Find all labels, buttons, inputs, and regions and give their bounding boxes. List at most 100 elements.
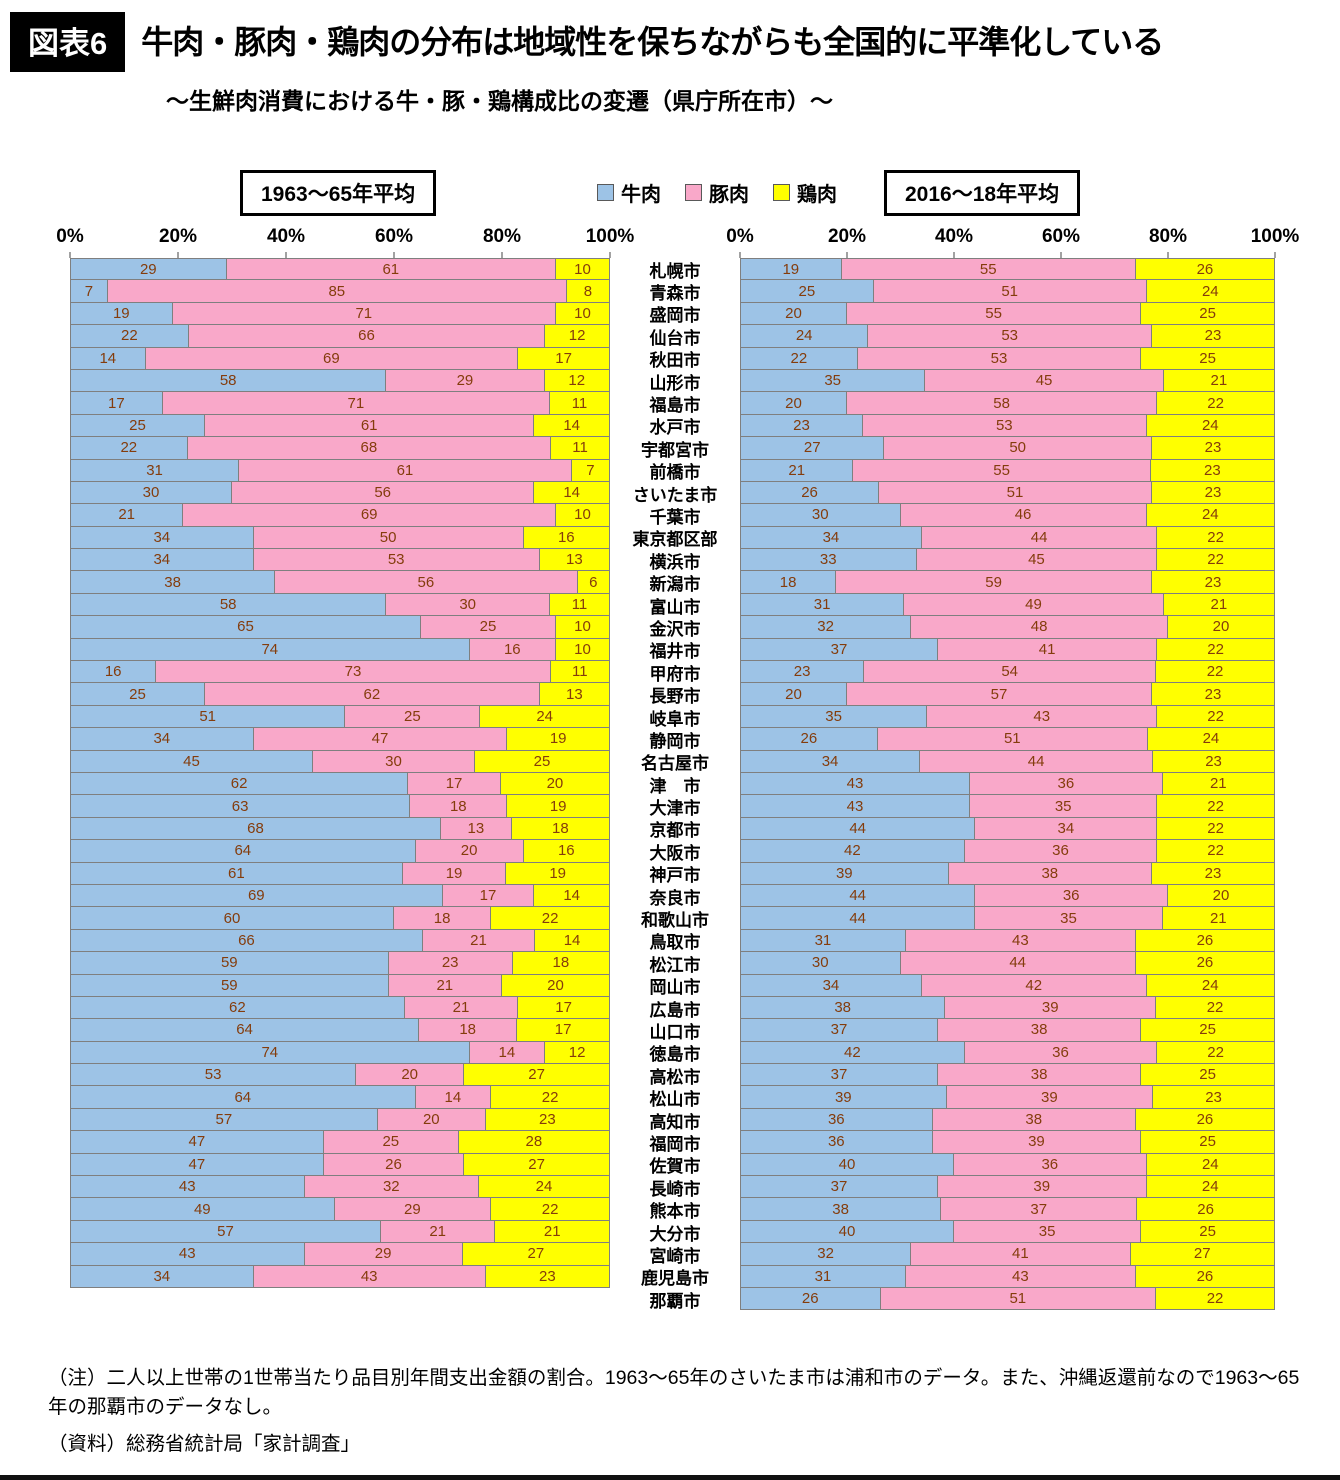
bar-value-label: 43 (178, 1245, 196, 1263)
axis-tick-label: 40% (266, 226, 306, 247)
bar-value-label: 30 (811, 954, 829, 972)
bar-segment-beef: 34 (70, 1265, 254, 1288)
period-label-2016-18: 2016～18年平均 (884, 170, 1081, 216)
bar-value-label: 41 (1012, 1245, 1029, 1263)
city-label: 神戸市 (649, 866, 701, 886)
bar-segment-pork: 55 (847, 302, 1142, 326)
bar-segment-chicken: 25 (1141, 1131, 1275, 1154)
bar-segment-chicken: 14 (534, 414, 610, 438)
bar-value-label: 54 (1001, 663, 1019, 681)
bar-value-label: 21 (436, 976, 454, 994)
bar-segment-chicken: 19 (507, 728, 610, 751)
chart-controls-row: 1963～65年平均 牛肉 豚肉 鶏肉 2016～18年平均 (0, 170, 1340, 216)
bar-segment-beef: 25 (70, 414, 205, 438)
chicken-swatch-icon (773, 184, 790, 201)
bar-value-label: 47 (188, 1155, 206, 1173)
bar-value-label: 32 (817, 1245, 834, 1263)
bar-value-label: 50 (1009, 439, 1027, 457)
bar-value-label: 57 (990, 685, 1008, 703)
axis-tick-mark (846, 252, 848, 258)
bar-row: 34 53 13 (70, 549, 610, 572)
bar-value-label: 18 (779, 573, 797, 591)
bar-row: 26 51 24 (740, 728, 1275, 751)
bar-segment-chicken: 8 (566, 280, 610, 303)
bar-value-label: 34 (821, 752, 839, 770)
bar-value-label: 38 (832, 1200, 849, 1218)
bar-segment-beef: 30 (740, 504, 901, 527)
bar-segment-pork: 50 (884, 437, 1152, 460)
bar-segment-chicken: 26 (1135, 929, 1275, 953)
bar-segment-pork: 66 (188, 325, 546, 348)
bar-value-label: 42 (1025, 976, 1043, 994)
bar-row: 44 35 21 (740, 907, 1275, 930)
bar-segment-beef: 39 (740, 862, 949, 885)
city-label: 盛岡市 (649, 306, 701, 326)
bar-segment-beef: 69 (70, 884, 443, 908)
bar-value-label: 53 (387, 551, 405, 569)
bar-segment-chicken: 23 (485, 1265, 610, 1288)
bar-value-label: 69 (247, 887, 265, 905)
bar-row: 30 44 26 (740, 952, 1275, 975)
bar-value-label: 28 (525, 1133, 543, 1151)
bar-value-label: 42 (844, 842, 861, 860)
bar-segment-beef: 47 (70, 1153, 324, 1177)
bar-value-label: 17 (108, 394, 125, 412)
bar-row: 34 50 16 (70, 526, 610, 550)
bar-segment-pork: 14 (469, 1041, 546, 1065)
bar-value-label: 62 (230, 775, 248, 793)
bar-value-label: 25 (798, 282, 816, 300)
bar-segment-beef: 20 (740, 392, 847, 415)
bar-segment-pork: 45 (925, 369, 1164, 393)
bar-segment-beef: 34 (740, 526, 922, 550)
bar-value-label: 60 (223, 909, 241, 927)
bar-value-label: 24 (1201, 976, 1219, 994)
bar-row: 64 20 16 (70, 840, 610, 863)
bar-value-label: 39 (1033, 1178, 1051, 1196)
bar-segment-pork: 44 (921, 526, 1158, 550)
city-label: 奈良市 (649, 888, 701, 908)
bar-segment-pork: 30 (386, 593, 550, 617)
bar-value-label: 61 (360, 416, 378, 434)
bar-row: 60 18 22 (70, 907, 610, 930)
bar-value-label: 22 (1207, 842, 1224, 860)
bar-segment-pork: 69 (145, 347, 519, 370)
bar-segment-pork: 35 (975, 907, 1163, 930)
bar-value-label: 20 (785, 304, 802, 322)
bar-value-label: 24 (1201, 1178, 1219, 1196)
bar-value-label: 23 (1204, 327, 1222, 345)
figure-subtitle: ～生鮮肉消費における牛・豚・鶏構成比の変遷（県庁所在市）～ (166, 88, 833, 114)
bar-segment-pork: 36 (964, 840, 1158, 863)
bar-segment-pork: 55 (841, 258, 1136, 281)
bar-segment-chicken: 25 (1141, 1064, 1275, 1087)
bar-value-label: 17 (554, 1021, 572, 1039)
bar-segment-pork: 17 (442, 884, 535, 908)
bar-value-label: 43 (1012, 931, 1029, 949)
bar-segment-beef: 38 (740, 1198, 942, 1221)
bar-value-label: 21 (1209, 909, 1227, 927)
bar-segment-beef: 34 (740, 750, 921, 773)
bar-value-label: 16 (104, 663, 122, 681)
bar-value-label: 23 (1204, 864, 1222, 882)
bar-value-label: 10 (574, 260, 591, 278)
bar-segment-beef: 25 (70, 683, 205, 706)
bar-value-label: 23 (1203, 461, 1221, 479)
bar-value-label: 46 (1014, 506, 1032, 524)
bar-segment-chicken: 23 (1151, 862, 1275, 885)
bar-segment-pork: 44 (900, 952, 1136, 975)
bar-value-label: 37 (830, 1066, 848, 1084)
bar-segment-beef: 49 (70, 1198, 335, 1221)
bar-segment-chicken: 17 (517, 1019, 610, 1042)
bar-value-label: 25 (382, 1133, 400, 1151)
bar-segment-pork: 29 (304, 1243, 463, 1266)
bar-segment-pork: 38 (937, 1064, 1142, 1087)
bar-value-label: 34 (153, 1267, 171, 1285)
bar-segment-chicken: 26 (1137, 1198, 1275, 1221)
bar-segment-pork: 61 (239, 459, 572, 482)
bar-segment-beef: 37 (740, 638, 938, 662)
city-label: 宮崎市 (649, 1246, 701, 1266)
bar-segment-pork: 49 (904, 593, 1164, 617)
bar-value-label: 45 (1028, 551, 1045, 569)
bar-segment-pork: 26 (323, 1153, 465, 1177)
bar-segment-chicken: 22 (1157, 705, 1275, 729)
bar-value-label: 20 (1212, 887, 1230, 905)
